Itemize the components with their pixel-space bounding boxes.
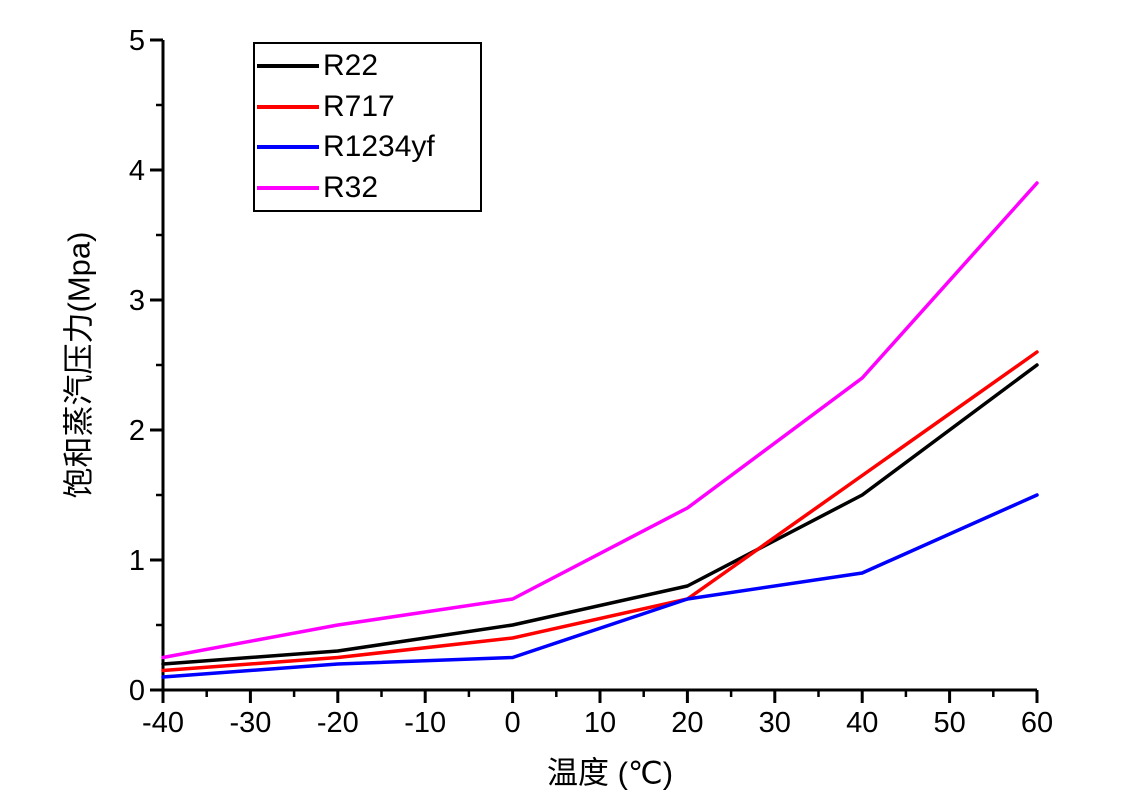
x-tick-label: 20 <box>671 707 703 739</box>
x-tick-label: 10 <box>584 707 616 739</box>
series-line-R32 <box>161 181 1039 660</box>
x-tick-label: -40 <box>142 707 184 739</box>
legend-label: R32 <box>323 170 379 204</box>
x-tick-label: 40 <box>846 707 878 739</box>
series-line-R22 <box>161 363 1039 666</box>
x-axis-title: 温度 (℃) <box>546 755 674 791</box>
x-tick-label: -10 <box>404 707 446 739</box>
y-tick-label: 1 <box>129 545 145 577</box>
legend-entry: R22 <box>255 46 480 86</box>
y-axis-title: 饱和蒸汽压力(Mpa) <box>61 231 97 499</box>
legend-label: R22 <box>323 49 379 83</box>
series-line-R717 <box>161 350 1039 673</box>
legend-line-sample <box>257 185 319 190</box>
x-tick-label: -20 <box>317 707 359 739</box>
y-tick-label: 3 <box>129 285 145 317</box>
legend-line-sample <box>257 64 319 69</box>
y-tick-label: 5 <box>129 25 145 57</box>
y-tick-label: 4 <box>129 155 145 187</box>
y-tick-label: 0 <box>129 675 145 707</box>
x-tick-label: 60 <box>1021 707 1053 739</box>
legend-entry: R1234yf <box>255 127 480 167</box>
legend-label: R1234yf <box>323 130 435 164</box>
legend-line-sample <box>257 104 319 109</box>
x-tick-label: 30 <box>759 707 791 739</box>
legend-line-sample <box>257 145 319 150</box>
legend-entry: R32 <box>255 168 480 208</box>
legend-entry: R717 <box>255 87 480 127</box>
legend-box: R22 R717 R1234yf R32 <box>253 42 482 212</box>
x-tick-label: 0 <box>505 707 521 739</box>
legend-label: R717 <box>323 89 395 123</box>
x-tick-label: 50 <box>933 707 965 739</box>
y-tick-label: 2 <box>129 415 145 447</box>
x-tick-label: -30 <box>229 707 271 739</box>
series-line-R1234yf <box>161 493 1039 679</box>
